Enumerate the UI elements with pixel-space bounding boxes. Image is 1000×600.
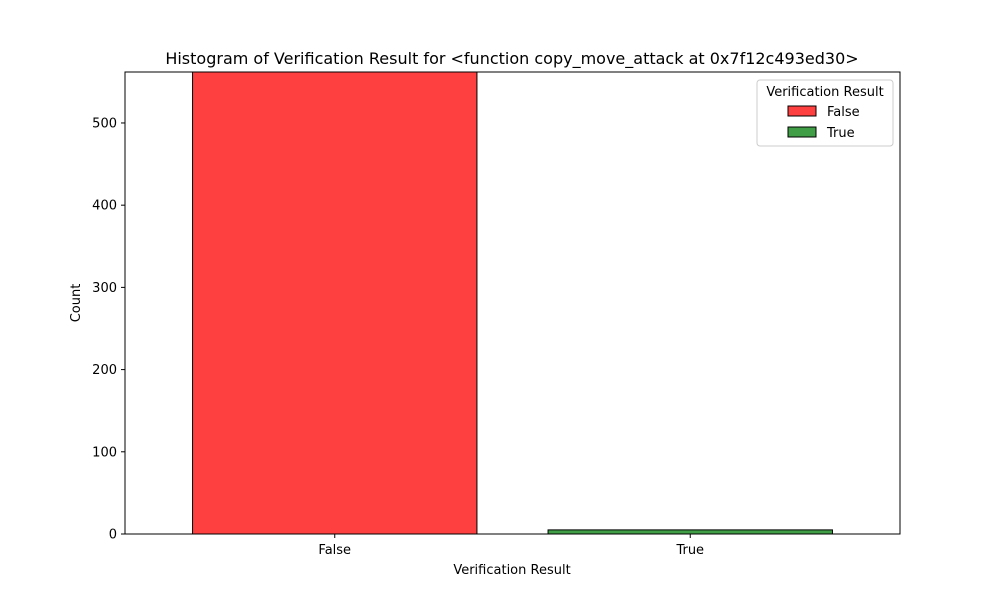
x-axis-label: Verification Result xyxy=(453,563,570,578)
legend-label-false: False xyxy=(827,105,860,120)
legend-label-true: True xyxy=(826,126,855,141)
legend-title: Verification Result xyxy=(766,85,883,100)
y-axis-label: Count xyxy=(69,284,84,323)
y-tick-label: 100 xyxy=(92,445,117,460)
x-axis: False True xyxy=(318,534,704,558)
bars-group xyxy=(192,72,833,534)
x-tick-label: True xyxy=(675,543,704,558)
x-tick-label: False xyxy=(318,543,351,558)
legend: Verification Result False True xyxy=(756,79,894,147)
bar-true xyxy=(547,529,833,534)
legend-swatch-true xyxy=(787,126,817,138)
chart-title: Histogram of Verification Result for <fu… xyxy=(165,49,858,69)
y-axis: 0 100 200 300 400 500 xyxy=(92,116,125,543)
bar-false xyxy=(192,72,478,534)
plot-frame xyxy=(124,71,901,535)
y-tick-label: 500 xyxy=(92,116,117,131)
legend-swatch-false xyxy=(787,105,817,117)
y-tick-label: 300 xyxy=(92,281,117,296)
y-tick-label: 400 xyxy=(92,199,117,214)
y-tick-label: 200 xyxy=(92,363,117,378)
y-tick-label: 0 xyxy=(109,528,117,543)
